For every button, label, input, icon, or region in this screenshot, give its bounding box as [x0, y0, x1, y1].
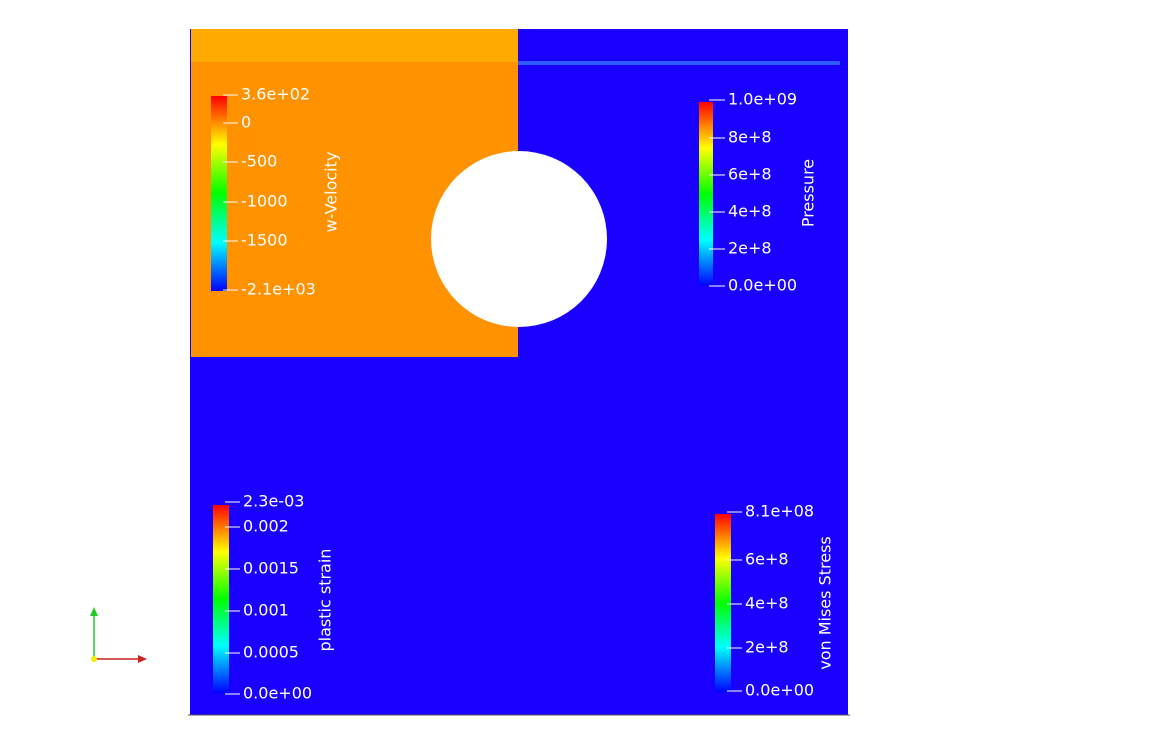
tick-label: 6e+8	[728, 165, 772, 184]
tick-label: 0.0005	[243, 643, 299, 662]
tick-label: -500	[241, 152, 277, 171]
tick-label: 4e+8	[728, 202, 772, 221]
top-strip	[191, 29, 518, 62]
blue-strip	[518, 61, 840, 65]
hole	[431, 151, 607, 327]
color-bar	[211, 96, 227, 291]
legend-title: w-Velocity	[322, 152, 341, 233]
tick-label: 4e+8	[745, 594, 789, 613]
origin-dot	[91, 656, 97, 662]
tick-label: -1000	[241, 192, 288, 211]
tick-label: -2.1e+03	[241, 280, 316, 299]
tick-label: 0.002	[243, 517, 289, 536]
tick-label: 0.0e+00	[243, 684, 312, 703]
color-bar	[715, 514, 731, 692]
tick-label: 0.0e+00	[745, 681, 814, 700]
legend-title: plastic strain	[316, 549, 335, 652]
tick-label: 0.0e+00	[728, 276, 797, 295]
tick-label: 8.1e+08	[745, 502, 814, 521]
x-arrow-head	[138, 655, 147, 663]
tick-label: 0.0015	[243, 559, 299, 578]
tick-label: 1.0e+09	[728, 90, 797, 109]
y-arrow-head	[90, 607, 98, 616]
tick-label: 2e+8	[745, 638, 789, 657]
tick-label: 2.3e-03	[243, 492, 304, 511]
tick-label: 0	[241, 113, 251, 132]
legend-title: von Mises Stress	[816, 536, 835, 670]
axes-triad	[90, 607, 147, 663]
tick-label: 6e+8	[745, 550, 789, 569]
color-bar	[699, 102, 713, 286]
tick-label: 3.6e+02	[241, 85, 310, 104]
legend-title: Pressure	[799, 159, 818, 227]
color-bar	[213, 505, 229, 693]
tick-label: 0.001	[243, 601, 289, 620]
tick-label: 8e+8	[728, 128, 772, 147]
tick-label: -1500	[241, 231, 288, 250]
tick-label: 2e+8	[728, 239, 772, 258]
